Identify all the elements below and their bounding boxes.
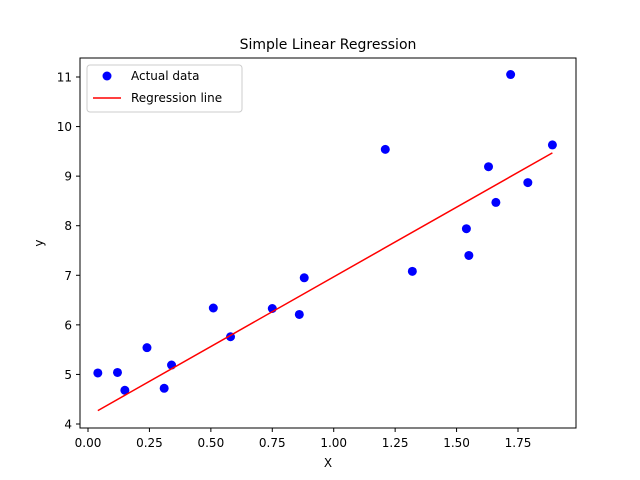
y-tick-label: 10 bbox=[57, 120, 72, 134]
data-point bbox=[208, 303, 218, 313]
x-tick-label: 1.00 bbox=[320, 436, 347, 450]
data-point bbox=[93, 368, 103, 378]
x-tick-label: 0.75 bbox=[259, 436, 286, 450]
x-tick-label: 0.50 bbox=[197, 436, 224, 450]
data-point bbox=[407, 266, 417, 276]
x-tick-label: 1.50 bbox=[443, 436, 470, 450]
regression-line bbox=[97, 152, 553, 412]
legend-box bbox=[86, 64, 243, 113]
data-point bbox=[491, 197, 501, 207]
legend-label-actual: Actual data bbox=[131, 69, 199, 83]
y-tick-label: 8 bbox=[64, 219, 72, 233]
data-point bbox=[484, 162, 494, 172]
legend: Actual data Regression line bbox=[86, 64, 243, 113]
plot-area bbox=[93, 70, 557, 412]
data-point bbox=[464, 250, 474, 260]
x-axis-ticks: 0.00 0.25 0.50 0.75 1.00 1.25 1.50 1.75 bbox=[75, 428, 532, 450]
x-tick-label: 0.25 bbox=[136, 436, 163, 450]
x-tick-label: 1.25 bbox=[382, 436, 409, 450]
data-point bbox=[299, 273, 309, 283]
y-tick-label: 9 bbox=[64, 170, 72, 184]
data-point bbox=[506, 70, 516, 80]
y-tick-label: 7 bbox=[64, 269, 72, 283]
data-point bbox=[461, 224, 471, 234]
axes-frame bbox=[79, 57, 577, 429]
legend-label-regression: Regression line bbox=[131, 91, 222, 105]
data-point bbox=[547, 140, 557, 150]
y-tick-label: 11 bbox=[57, 71, 72, 85]
legend-scatter-marker-icon bbox=[102, 71, 112, 81]
data-point bbox=[159, 383, 169, 393]
chart-title: Simple Linear Regression bbox=[240, 37, 417, 53]
x-tick-label: 0.00 bbox=[75, 436, 102, 450]
data-point bbox=[120, 385, 130, 395]
y-tick-label: 6 bbox=[64, 318, 72, 332]
data-point bbox=[294, 309, 304, 319]
x-tick-label: 1.75 bbox=[505, 436, 532, 450]
data-point bbox=[142, 343, 152, 353]
y-tick-label: 4 bbox=[64, 418, 72, 432]
data-point bbox=[380, 144, 390, 154]
data-point bbox=[523, 178, 533, 188]
y-tick-label: 5 bbox=[64, 368, 72, 382]
y-axis-label: y bbox=[32, 239, 46, 246]
x-axis-label: X bbox=[324, 456, 332, 470]
y-axis-ticks: 4 5 6 7 8 9 10 11 bbox=[57, 71, 80, 432]
data-point bbox=[112, 367, 122, 377]
